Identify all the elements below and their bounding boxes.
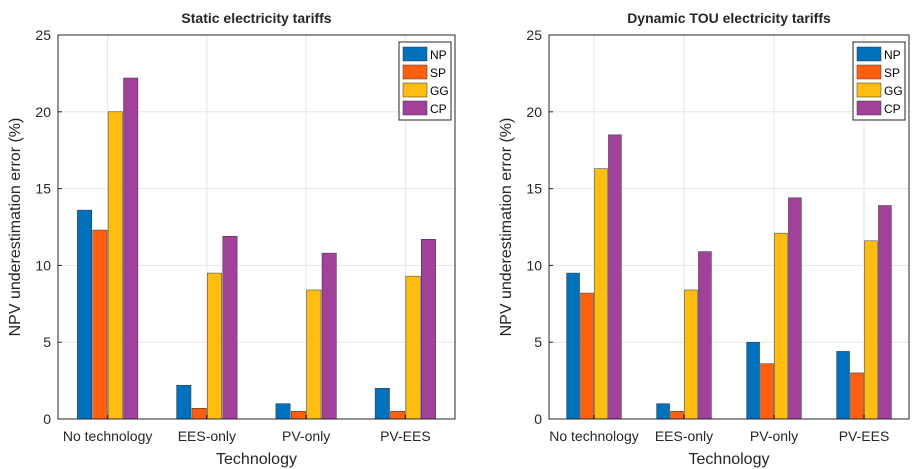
bar-gg-3 xyxy=(774,232,788,420)
bar-cp-2 xyxy=(222,235,238,420)
axes-box xyxy=(548,34,910,420)
legend-label-sp: SP xyxy=(884,66,900,80)
bar-np-4 xyxy=(374,388,390,420)
bar-gg-2 xyxy=(207,272,223,420)
legend-label-cp: CP xyxy=(884,102,901,116)
bar-sp-2 xyxy=(670,411,684,420)
axes-box xyxy=(57,34,456,420)
bar-np-2 xyxy=(176,384,192,420)
bar-cp-3 xyxy=(788,197,802,420)
legend-label-np: NP xyxy=(884,48,901,62)
x-tick-label: PV-EES xyxy=(839,428,890,444)
bar-cp-1 xyxy=(123,77,139,420)
bar-sp-3 xyxy=(290,411,306,420)
bar-sp-3 xyxy=(760,363,774,420)
bar-gg-3 xyxy=(306,289,322,420)
y-tick-label: 5 xyxy=(534,334,542,350)
x-tick-label: EES-only xyxy=(655,428,713,444)
bar-gg-4 xyxy=(405,275,421,420)
legend-label-gg: GG xyxy=(430,84,449,98)
bar-cp-2 xyxy=(698,251,712,420)
chart-title: Dynamic TOU electricity tariffs xyxy=(627,10,831,26)
legend-swatch-sp xyxy=(402,64,428,80)
y-tick-label: 20 xyxy=(35,104,51,120)
x-axis-label: Technology xyxy=(216,451,297,468)
bar-np-1 xyxy=(566,272,580,420)
legend-swatch-np xyxy=(856,46,882,62)
bar-cp-1 xyxy=(608,134,622,420)
legend-swatch-np xyxy=(402,46,428,62)
legend: NP SP GG CP xyxy=(398,41,452,121)
y-tick-label: 5 xyxy=(43,334,51,350)
bar-sp-2 xyxy=(191,407,207,420)
bar-np-2 xyxy=(656,403,670,420)
y-tick-label: 15 xyxy=(35,181,51,197)
bar-np-3 xyxy=(746,341,760,420)
legend-label-sp: SP xyxy=(430,66,446,80)
x-axis-label: Technology xyxy=(689,451,770,468)
legend-swatch-gg xyxy=(856,82,882,98)
y-axis-label: NPV underestimation error (%) xyxy=(7,118,24,337)
y-tick-label: 25 xyxy=(526,27,542,43)
legend-swatch-cp xyxy=(402,100,428,116)
legend-swatch-sp xyxy=(856,64,882,80)
bar-gg-1 xyxy=(594,168,608,420)
bar-np-1 xyxy=(77,209,92,420)
y-tick-label: 15 xyxy=(526,181,542,197)
bar-np-4 xyxy=(836,351,850,420)
bar-sp-4 xyxy=(390,411,406,420)
y-axis-label: NPV underestimation error (%) xyxy=(498,118,515,337)
legend-label-cp: CP xyxy=(430,102,447,116)
legend: NP SP GG CP xyxy=(852,41,906,121)
legend-label-np: NP xyxy=(430,48,447,62)
bar-cp-3 xyxy=(321,252,337,420)
bar-sp-1 xyxy=(92,229,108,420)
bar-cp-4 xyxy=(421,239,436,420)
x-tick-label: No technology xyxy=(63,428,153,444)
bar-sp-1 xyxy=(580,292,594,420)
x-tick-label: PV-EES xyxy=(380,428,431,444)
chart-title: Static electricity tariffs xyxy=(181,10,331,26)
x-tick-label: EES-only xyxy=(178,428,236,444)
legend-swatch-gg xyxy=(402,82,428,98)
x-tick-label: PV-only xyxy=(750,428,798,444)
y-tick-label: 10 xyxy=(35,257,51,273)
y-tick-label: 0 xyxy=(534,411,542,427)
legend-swatch-cp xyxy=(856,100,882,116)
chart-2: 0 5 10 15 20 25 No technology EES-only PV-only PV… xyxy=(498,10,910,468)
x-tick-label: PV-only xyxy=(282,428,330,444)
bar-gg-2 xyxy=(684,289,698,420)
y-tick-label: 0 xyxy=(43,411,51,427)
y-tick-label: 25 xyxy=(35,27,51,43)
bar-np-3 xyxy=(275,403,291,420)
bar-cp-4 xyxy=(878,205,892,420)
bar-sp-4 xyxy=(850,372,864,420)
chart-1: 0 5 10 15 20 25 No technology EES-only PV-only PV… xyxy=(7,10,456,468)
bar-gg-4 xyxy=(864,240,878,420)
x-tick-label: No technology xyxy=(549,428,639,444)
legend-label-gg: GG xyxy=(884,84,903,98)
y-tick-label: 10 xyxy=(526,257,542,273)
bar-gg-1 xyxy=(107,111,123,420)
y-tick-label: 20 xyxy=(526,104,542,120)
